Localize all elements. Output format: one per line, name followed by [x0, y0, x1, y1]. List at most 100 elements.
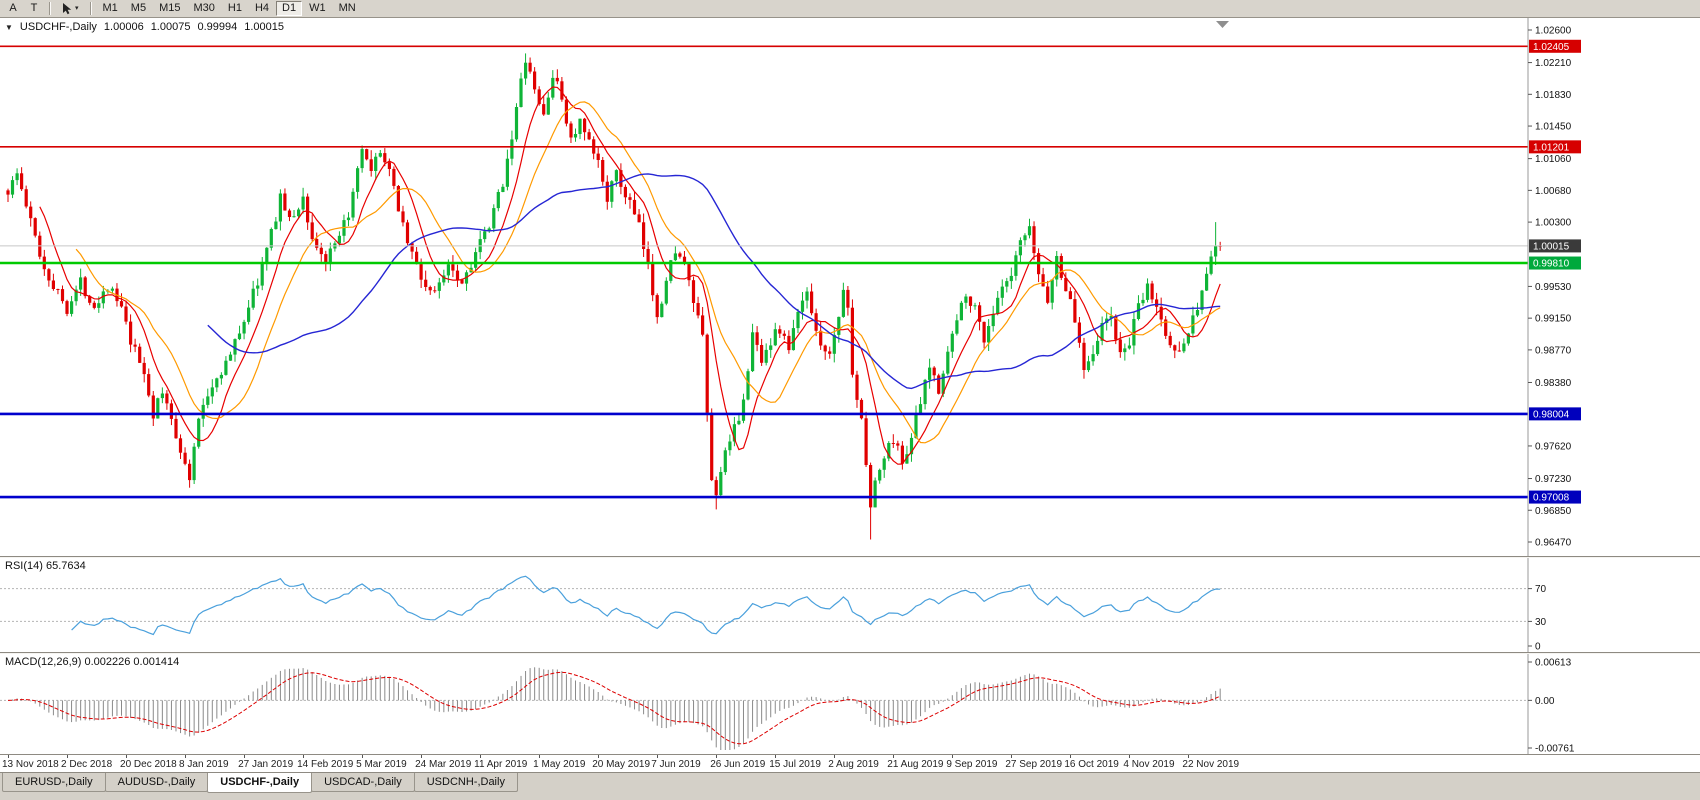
rsi-axis-tick: 30: [1535, 617, 1547, 628]
date-tick: [775, 755, 777, 758]
price-badge-label: 1.00015: [1533, 241, 1570, 252]
date-label: 14 Feb 2019: [297, 759, 354, 770]
date-label: 27 Jan 2019: [238, 759, 294, 770]
date-label: 1 May 2019: [533, 759, 586, 770]
timeframe-button-h1[interactable]: H1: [222, 1, 248, 16]
date-label: 2 Aug 2019: [828, 759, 879, 770]
timeframe-button-m5[interactable]: M5: [125, 1, 152, 16]
timeframe-group: M1 M5 M15 M30 H1 H4 D1 W1 MN: [97, 1, 362, 16]
price-badge-label: 0.99810: [1533, 259, 1570, 270]
price-badge-label: 1.02405: [1533, 42, 1570, 53]
date-tick: [893, 755, 895, 758]
panel-splitter[interactable]: [0, 652, 1700, 654]
rsi-panel: 70 30 0 RSI(14) 65.7634: [0, 558, 1700, 652]
rsi-chart[interactable]: 70 30 0: [0, 558, 1700, 652]
ma-16-line: [75, 101, 1221, 444]
price-badge: [1529, 407, 1581, 421]
date-label: 22 Nov 2019: [1182, 759, 1240, 770]
macd-panel: 0.00613 0.00 -0.00761 MACD(12,26,9) 0.0022…: [0, 654, 1700, 754]
macd-axis-tick: 0.00: [1535, 696, 1555, 707]
date-tick: [126, 755, 128, 758]
y-axis-tick: 0.98380: [1535, 378, 1572, 389]
ma-8-line: [39, 86, 1221, 465]
date-tick: [539, 755, 541, 758]
date-tick: [657, 755, 659, 758]
chart-tab-usdcnh[interactable]: USDCNH-,Daily: [413, 773, 518, 792]
date-label: 20 May 2019: [592, 759, 651, 770]
ohlc-high: 1.00075: [150, 21, 191, 33]
price-badge: [1529, 490, 1581, 504]
chart-tabs-bar: EURUSD-,Daily AUDUSD-,Daily USDCHF-,Daily U…: [0, 772, 1700, 800]
date-label: 24 Mar 2019: [415, 759, 472, 770]
timeframe-button-m30[interactable]: M30: [187, 1, 220, 16]
date-tick: [834, 755, 836, 758]
price-badge-label: 1.01201: [1533, 142, 1570, 153]
date-label: 21 Aug 2019: [887, 759, 944, 770]
symbol-dropdown-icon[interactable]: ▼: [5, 22, 13, 32]
date-tick: [185, 755, 187, 758]
date-tick: [303, 755, 305, 758]
rsi-label: RSI(14) 65.7634: [5, 560, 86, 572]
date-axis[interactable]: 13 Nov 2018 2 Dec 2018 20 Dec 2018 8 Jan 20…: [0, 754, 1700, 772]
timeframe-button-h4[interactable]: H4: [249, 1, 275, 16]
timeframe-button-d1[interactable]: D1: [276, 1, 303, 16]
timeframe-button-w1[interactable]: W1: [303, 1, 332, 16]
chart-shift-marker[interactable]: [1216, 21, 1229, 28]
date-tick: [421, 755, 423, 758]
candles-layer: [6, 53, 1222, 540]
main-chart-panel: 1.02600 1.02210 1.01830 1.01450 1.01060 1.006…: [0, 18, 1700, 556]
macd-chart[interactable]: 0.00613 0.00 -0.00761: [0, 654, 1700, 754]
toolbar-separator: [49, 2, 51, 15]
y-axis-tick: 0.99150: [1535, 314, 1572, 325]
macd-histogram: [12, 667, 1221, 750]
y-axis-tick: 1.01830: [1535, 90, 1572, 101]
chart-tab-usdchf[interactable]: USDCHF-,Daily: [207, 773, 313, 793]
y-axis-tick: 1.01060: [1535, 154, 1572, 165]
chart-tab-audusd[interactable]: AUDUSD-,Daily: [104, 773, 209, 792]
timeframe-button-m15[interactable]: M15: [153, 1, 186, 16]
macd-label: MACD(12,26,9) 0.002226 0.001414: [5, 656, 180, 668]
date-label: 16 Oct 2019: [1064, 759, 1119, 770]
y-axis-tick: 1.02600: [1535, 26, 1572, 37]
timeframe-button-m1[interactable]: M1: [97, 1, 124, 16]
date-tick: [1129, 755, 1131, 758]
y-axis-tick: 0.99530: [1535, 282, 1572, 293]
date-tick: [362, 755, 364, 758]
toolbar-separator: [89, 2, 92, 15]
date-label: 20 Dec 2018: [120, 759, 177, 770]
price-badge: [1529, 140, 1581, 154]
toolbar-button-t[interactable]: T: [24, 1, 44, 16]
price-badge: [1529, 39, 1581, 53]
date-tick: [1070, 755, 1072, 758]
y-axis-tick: 0.98770: [1535, 345, 1572, 356]
date-tick: [716, 755, 718, 758]
cursor-pointer-icon: [63, 3, 72, 15]
rsi-axis-tick: 0: [1535, 642, 1541, 653]
date-tick: [952, 755, 954, 758]
macd-axis-tick: 0.00613: [1535, 658, 1572, 669]
timeframe-button-mn[interactable]: MN: [333, 1, 362, 16]
date-label: 27 Sep 2019: [1005, 759, 1063, 770]
ma-45-line: [207, 173, 1221, 390]
y-axis-tick: 0.96850: [1535, 506, 1572, 517]
toolbar-button-a[interactable]: A: [3, 1, 23, 16]
y-axis-tick: 1.00680: [1535, 186, 1572, 197]
main-chart[interactable]: 1.02600 1.02210 1.01830 1.01450 1.01060 1.006…: [0, 18, 1700, 556]
panel-splitter[interactable]: [0, 556, 1700, 558]
price-badge: [1529, 239, 1581, 253]
chevron-down-icon: ▾: [75, 5, 79, 12]
cursor-tool-button[interactable]: ▾: [56, 1, 85, 16]
chart-tab-eurusd[interactable]: EURUSD-,Daily: [2, 773, 106, 792]
chart-tab-usdcad[interactable]: USDCAD-,Daily: [311, 773, 415, 792]
date-tick: [598, 755, 600, 758]
y-axis-tick: 0.97620: [1535, 441, 1572, 452]
date-label: 2 Dec 2018: [61, 759, 113, 770]
date-label: 4 Nov 2019: [1123, 759, 1175, 770]
date-label: 11 Apr 2019: [474, 759, 528, 770]
date-label: 7 Jun 2019: [651, 759, 701, 770]
date-tick: [1011, 755, 1013, 758]
price-badge-label: 0.98004: [1533, 409, 1570, 420]
date-tick: [67, 755, 69, 758]
